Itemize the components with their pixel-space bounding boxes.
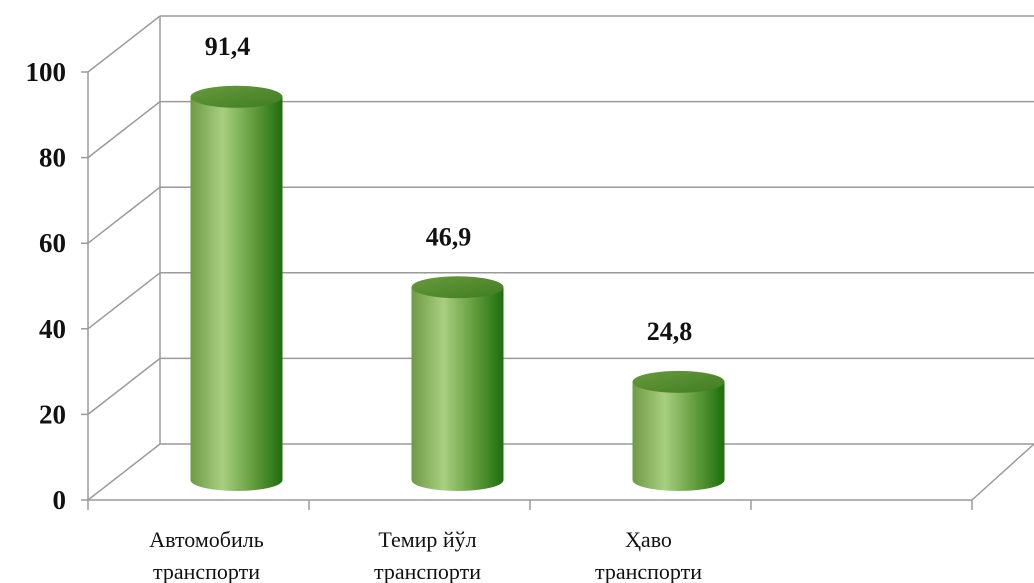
gridline-side xyxy=(87,272,161,330)
bars xyxy=(190,85,725,492)
gridlines xyxy=(87,15,1034,501)
axes: 0 20 40 60 80 100 xyxy=(26,57,1034,515)
y-tick-label: 60 xyxy=(39,228,66,258)
category-label: Ҳаво xyxy=(625,527,672,552)
category-label: транспорти xyxy=(153,559,260,583)
bar-body xyxy=(411,287,504,491)
bar xyxy=(632,370,725,491)
gridline-side xyxy=(87,186,161,244)
category-label: Темир йўл xyxy=(378,527,476,552)
category-label: Автомобиль xyxy=(149,527,264,552)
gridline-side xyxy=(87,15,161,73)
bar-top xyxy=(190,85,283,108)
gridline-side xyxy=(87,357,161,415)
bar xyxy=(411,276,504,491)
data-label: 91,4 xyxy=(205,32,251,61)
floor-right-edge xyxy=(971,443,1034,501)
category-label: транспорти xyxy=(374,559,481,583)
bar-top xyxy=(411,276,504,299)
y-tick-label: 40 xyxy=(39,314,66,344)
y-tick-label: 100 xyxy=(26,57,67,87)
data-label: 46,9 xyxy=(426,222,472,251)
gridline-side xyxy=(87,443,161,501)
labels: 91,4 Автомобиль транспорти 46,9 Темир йўл тра… xyxy=(149,32,702,583)
bar-body xyxy=(190,96,283,492)
y-tick-label: 20 xyxy=(39,399,66,429)
gridline-side xyxy=(87,101,161,159)
y-tick-label: 0 xyxy=(53,485,67,515)
y-tick-label: 80 xyxy=(39,143,66,173)
bar-top xyxy=(632,370,725,393)
category-label: транспорти xyxy=(595,559,702,583)
bar xyxy=(190,85,283,492)
bar-body xyxy=(632,381,725,491)
data-label: 24,8 xyxy=(647,317,693,346)
